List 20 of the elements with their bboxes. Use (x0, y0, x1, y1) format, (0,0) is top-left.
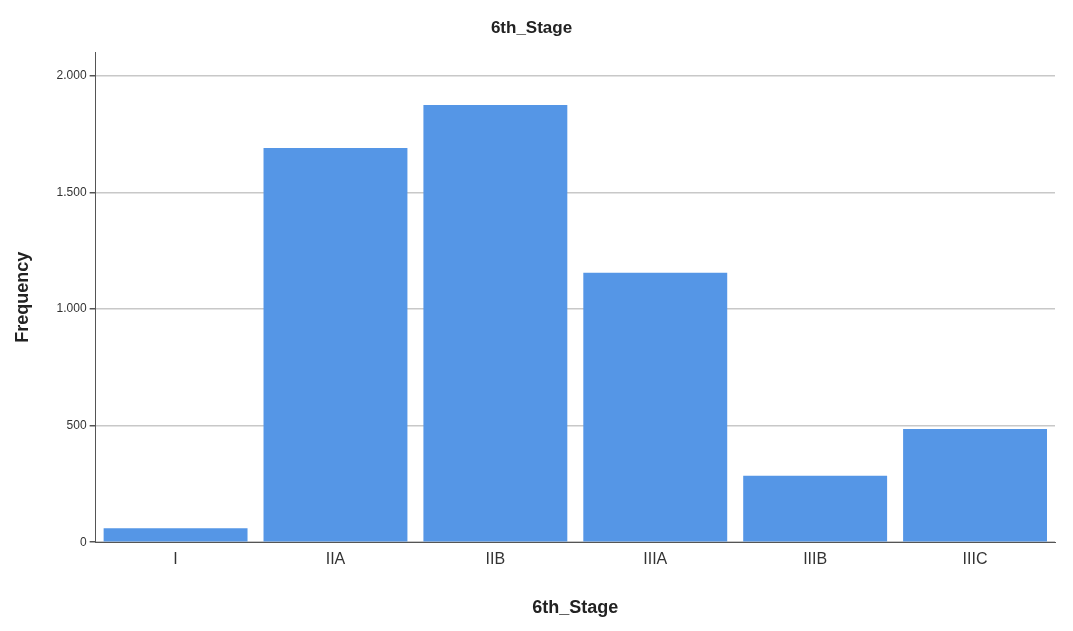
x-tick-label: IIIC (962, 550, 988, 568)
x-axis-title: 6th_Stage (532, 597, 619, 618)
bar (103, 528, 248, 542)
y-axis-title: Frequency (11, 251, 32, 343)
y-tick-label: 0 (79, 534, 87, 549)
x-tick-label: I (173, 550, 178, 568)
bar (743, 475, 888, 542)
y-tick-label: 1.500 (56, 184, 87, 199)
bar (263, 148, 408, 542)
x-tick-label: IIIB (803, 550, 828, 568)
bar (903, 429, 1048, 542)
x-tick-label: IIB (485, 550, 506, 568)
chart-title: 6th_Stage (490, 17, 573, 37)
bar (583, 272, 728, 542)
x-tick-label: IIIA (643, 550, 668, 568)
x-tick-label: IIA (325, 550, 346, 568)
y-tick-label: 1.000 (56, 301, 87, 316)
y-tick-label: 2.000 (56, 68, 87, 83)
y-tick-label: 500 (66, 417, 87, 432)
bar (423, 104, 568, 542)
